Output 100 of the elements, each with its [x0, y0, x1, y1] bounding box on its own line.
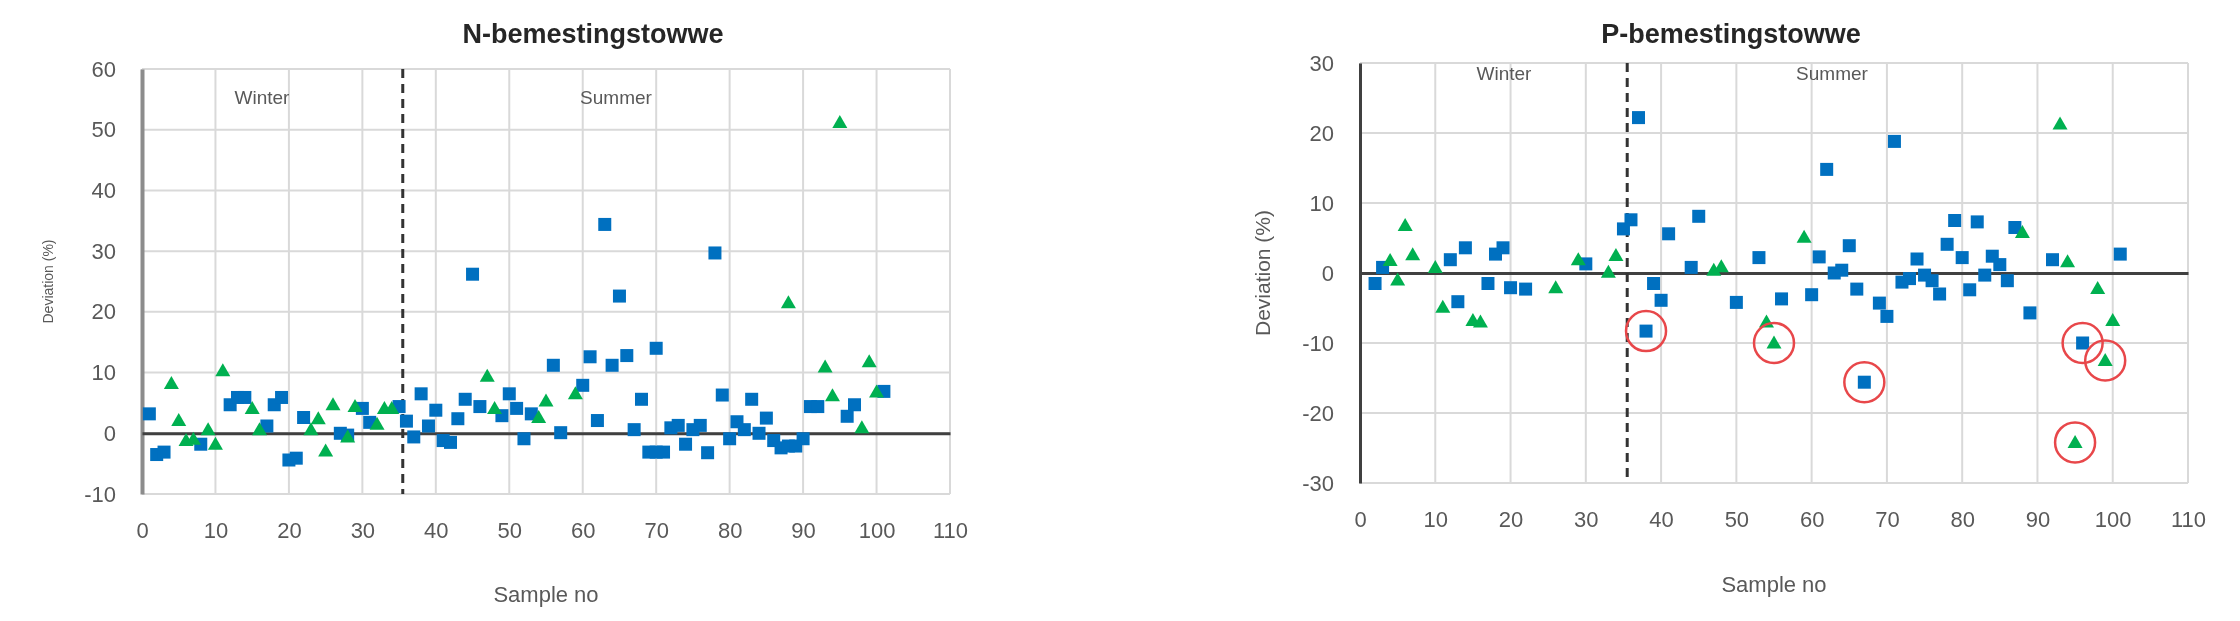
y-tick-label: 30: [1309, 50, 1334, 76]
point: [1775, 292, 1789, 306]
point: [1880, 309, 1894, 323]
point: [1427, 259, 1443, 273]
x-axis-title: Sample no: [493, 581, 599, 607]
point: [200, 422, 216, 436]
y-tick-label: -30: [1302, 470, 1334, 496]
point: [832, 114, 848, 128]
point: [479, 368, 495, 382]
point: [215, 363, 231, 377]
point: [1729, 295, 1743, 309]
point: [1368, 277, 1382, 290]
y-tick-label: 30: [91, 238, 116, 264]
y-tick-label: -10: [84, 481, 116, 507]
point: [1970, 215, 1984, 229]
point: [1835, 263, 1849, 277]
x-tick-label: 70: [1875, 506, 1900, 532]
point: [2008, 221, 2022, 234]
point: [2060, 254, 2076, 268]
annotation: Winter: [234, 86, 291, 108]
point: [567, 386, 583, 400]
point: [538, 393, 554, 407]
point: [1443, 253, 1457, 267]
point: [531, 410, 547, 423]
point: [1850, 282, 1864, 296]
point: [1654, 293, 1668, 307]
x-tick-label: 40: [1649, 506, 1674, 532]
x-tick-label: 30: [1574, 506, 1599, 532]
y-tick-label: 40: [91, 177, 116, 203]
x-tick-label: 0: [1354, 506, 1367, 532]
point: [1842, 239, 1856, 253]
point: [1684, 260, 1698, 274]
point: [1608, 248, 1624, 261]
point: [1812, 250, 1826, 264]
point: [1910, 252, 1924, 266]
point: [824, 388, 840, 402]
x-tick-label: 110: [932, 517, 969, 543]
annotation: Summer: [1796, 62, 1869, 84]
chart-title: P-bemestingstowwe: [1601, 19, 1861, 49]
point: [1548, 280, 1564, 294]
point: [1933, 287, 1947, 301]
x-tick-label: 10: [203, 517, 229, 543]
point: [1872, 296, 1886, 310]
x-tick-label: 110: [2170, 506, 2207, 532]
point: [1390, 272, 1406, 286]
x-tick-label: 90: [791, 517, 816, 543]
x-axis-title: Sample no: [1721, 571, 1827, 597]
point: [780, 295, 796, 309]
x-tick-label: 0: [136, 517, 149, 543]
point: [2052, 116, 2068, 130]
point: [869, 384, 885, 398]
annotation: Summer: [580, 86, 653, 108]
x-tick-label: 100: [2094, 506, 2132, 532]
point: [1481, 277, 1495, 290]
chart-title: N-bemestingstowwe: [462, 19, 724, 49]
y-tick-label: 50: [91, 117, 116, 143]
y-tick-label: -20: [1302, 400, 1334, 426]
point: [861, 354, 877, 368]
point: [1435, 299, 1451, 313]
point: [1805, 288, 1819, 302]
point: [1624, 309, 1668, 353]
point: [1955, 251, 1969, 265]
point: [1843, 360, 1886, 404]
point: [2046, 253, 2060, 267]
point: [2113, 247, 2127, 261]
y-tick-label: -10: [1302, 330, 1334, 356]
point: [1397, 217, 1413, 231]
x-tick-label: 80: [1950, 506, 1975, 532]
point: [1519, 282, 1533, 296]
point: [1902, 272, 1916, 286]
point: [318, 443, 334, 457]
point: [1993, 258, 2007, 272]
point: [1632, 111, 1646, 125]
point: [2000, 274, 2014, 288]
y-tick-label: 10: [1309, 190, 1334, 216]
y-tick-label: 0: [103, 420, 116, 446]
x-tick-label: 50: [1724, 506, 1750, 532]
point: [1662, 227, 1676, 241]
point: [303, 422, 319, 436]
point: [1887, 134, 1901, 148]
annotation: Winter: [1476, 62, 1533, 84]
point: [1458, 241, 1472, 255]
x-tick-label: 20: [1498, 506, 1524, 532]
point: [854, 420, 870, 434]
point: [817, 359, 833, 373]
point: [2053, 421, 2097, 464]
point: [2090, 280, 2106, 294]
x-tick-label: 30: [350, 517, 376, 543]
point: [2014, 224, 2030, 238]
x-tick-label: 60: [1799, 506, 1825, 532]
point: [1382, 252, 1398, 266]
point: [325, 397, 341, 411]
point: [1624, 213, 1638, 227]
point: [1472, 314, 1488, 328]
point: [2061, 321, 2104, 365]
x-tick-label: 60: [570, 517, 596, 543]
point: [171, 413, 187, 427]
point: [244, 400, 260, 414]
point: [1752, 321, 1796, 365]
point: [1451, 295, 1465, 309]
